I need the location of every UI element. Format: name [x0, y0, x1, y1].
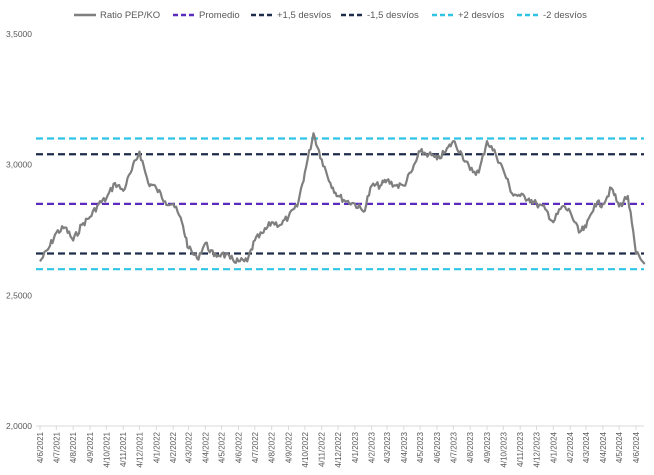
- x-tick-label: 4/11/2023: [516, 431, 525, 467]
- x-tick-label: 4/7/2023: [449, 431, 458, 463]
- ratio-line: [39, 132, 646, 265]
- y-axis: 2,0000 2,5000 3,0000 3,5000: [6, 29, 32, 431]
- x-tick-label: 4/2/2022: [169, 431, 178, 463]
- x-tick-label: 4/1/2023: [351, 431, 360, 463]
- x-tick-label: 4/6/2022: [234, 431, 243, 463]
- legend-label: +1,5 desvíos: [277, 10, 331, 21]
- x-tick-label: 4/11/2021: [119, 431, 128, 467]
- x-tick-label: 4/9/2023: [483, 431, 492, 463]
- x-tick-label: 4/12/2023: [532, 431, 541, 467]
- legend-item: Ratio PEP/KO: [74, 10, 160, 21]
- x-tick-label: 4/11/2022: [318, 431, 327, 467]
- legend-label: Promedio: [199, 10, 240, 21]
- x-tick-label: 4/4/2022: [201, 431, 210, 463]
- x-tick-label: 4/5/2024: [615, 431, 624, 463]
- x-tick-label: 4/8/2021: [69, 431, 78, 463]
- x-tick-label: 4/2/2023: [368, 431, 377, 463]
- x-tick-label: 4/6/2023: [433, 431, 442, 463]
- x-tick-label: 4/12/2022: [334, 431, 343, 467]
- legend-item: +2 desvíos: [432, 10, 504, 21]
- x-tick-label: 4/2/2024: [566, 431, 575, 463]
- y-tick-label: 2,5000: [6, 290, 32, 300]
- ratio-series: [39, 132, 646, 265]
- x-tick-label: 4/7/2021: [52, 431, 61, 463]
- x-tick-label: 4/9/2021: [86, 431, 95, 463]
- legend-item: +1,5 desvíos: [251, 10, 331, 21]
- x-tick-label: 4/10/2021: [102, 431, 111, 467]
- x-tick-label: 4/4/2023: [400, 431, 409, 463]
- x-axis: 4/6/2021 4/7/2021 4/8/2021 4/9/2021 4/10/202…: [36, 425, 644, 468]
- x-tick-label: 4/5/2023: [416, 431, 425, 463]
- x-tick-label: 4/9/2022: [285, 431, 294, 463]
- x-tick-label: 4/5/2022: [218, 431, 227, 463]
- legend: Ratio PEP/KO Promedio +1,5 desvíos -1,5 des…: [74, 10, 587, 21]
- x-tick-label: 4/3/2023: [383, 431, 392, 463]
- x-tick-label: 4/4/2024: [599, 431, 608, 463]
- legend-item: -2 desvíos: [517, 10, 587, 21]
- x-tick-label: 4/6/2021: [36, 431, 45, 463]
- x-tick-label: 4/10/2023: [499, 431, 508, 467]
- x-tick-label: 4/1/2022: [152, 431, 161, 463]
- legend-item: -1,5 desvíos: [341, 10, 419, 21]
- x-tick-label: 4/8/2022: [268, 431, 277, 463]
- reference-lines: [36, 137, 644, 271]
- x-tick-label: 4/3/2024: [582, 431, 591, 463]
- legend-item: Promedio: [173, 10, 240, 21]
- x-tick-label: 4/12/2021: [136, 431, 145, 467]
- legend-label: -1,5 desvíos: [367, 10, 419, 21]
- x-tick-label: 4/7/2022: [251, 431, 260, 463]
- x-tick-label: 4/3/2022: [184, 431, 193, 463]
- legend-label: +2 desvíos: [458, 10, 504, 21]
- x-tick-label: 4/8/2023: [466, 431, 475, 463]
- legend-label: Ratio PEP/KO: [100, 10, 160, 21]
- x-tick-label: 4/1/2024: [549, 431, 558, 463]
- x-tick-label: 4/6/2024: [632, 431, 641, 463]
- legend-label: -2 desvíos: [543, 10, 587, 21]
- y-tick-label: 3,0000: [6, 160, 32, 170]
- y-tick-label: 3,5000: [6, 29, 32, 39]
- x-tick-label: 4/10/2022: [301, 431, 310, 467]
- y-tick-label: 2,0000: [6, 421, 32, 431]
